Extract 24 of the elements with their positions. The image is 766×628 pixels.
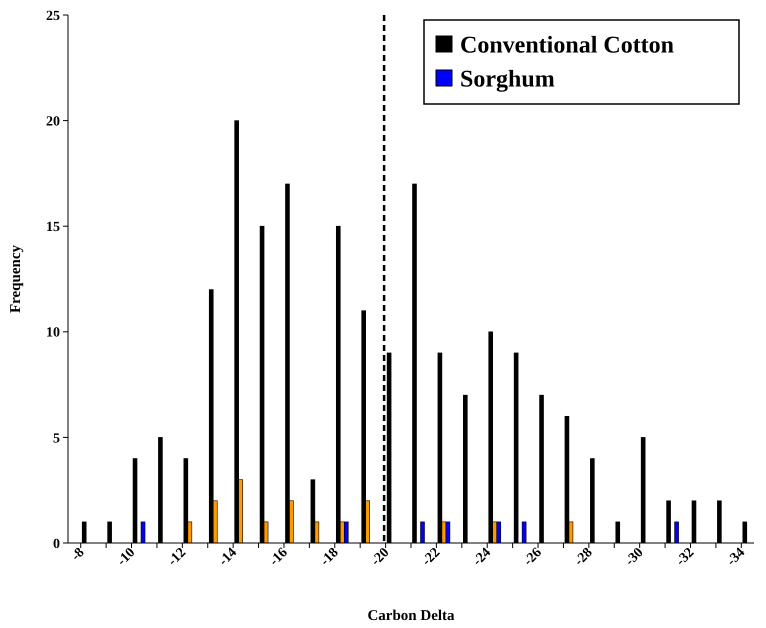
x-tick-label: -30: [622, 545, 646, 570]
x-tick-label: -28: [572, 545, 596, 570]
x-tick-label: -8: [68, 545, 88, 564]
x-tick-label: -12: [165, 545, 190, 570]
x-tick-label: -10: [114, 545, 138, 570]
x-tick-label: -34: [724, 545, 748, 570]
x-tick-label: -22: [419, 545, 444, 570]
y-tick-label: 10: [46, 326, 60, 341]
x-axis-title: Carbon Delta: [367, 608, 456, 624]
x-tick-label: -18: [318, 545, 342, 570]
legend-label: Conventional Cotton: [460, 32, 674, 58]
x-tick-label: -32: [674, 545, 698, 570]
x-tick-label: -16: [266, 545, 291, 570]
legend-label: Sorghum: [460, 66, 555, 92]
y-tick-label: 25: [46, 8, 60, 24]
x-tick-label: -26: [521, 545, 545, 570]
y-axis-title: Frequency: [8, 244, 24, 314]
y-tick-label: 0: [53, 536, 60, 552]
y-tick-label: 15: [46, 220, 60, 236]
y-tick-label: 20: [46, 114, 60, 130]
x-tick-label: -14: [216, 545, 240, 570]
x-tick-label: -24: [470, 545, 494, 570]
y-tick-label: 5: [53, 431, 60, 446]
x-tick-label: -20: [368, 545, 392, 570]
